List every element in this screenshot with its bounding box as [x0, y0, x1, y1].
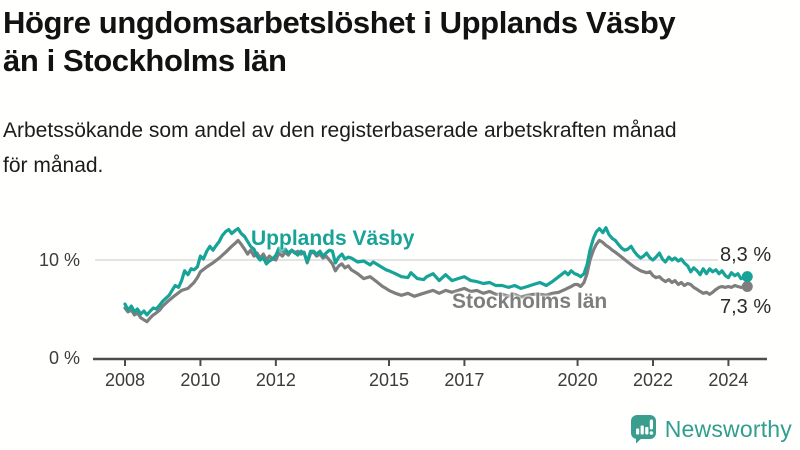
series-line-stockholms-l-n	[123, 238, 749, 324]
newsworthy-wordmark: Newsworthy	[664, 415, 792, 442]
x-axis-ticks: 2008 2010 2012 2015 2017 2020 2022 2024	[105, 359, 748, 390]
x-tick-label: 2024	[708, 370, 748, 390]
series-lines	[123, 226, 753, 324]
y-tick-label: 0 %	[49, 348, 80, 368]
chart-title-line1: Högre ungdomsarbetslöshet i Upplands Väs…	[3, 5, 676, 40]
line-chart: 2008 2010 2012 2015 2017 2020 2022 2024 10 % 0 %	[39, 226, 775, 390]
series-end-dot-stockholms-l-n	[741, 280, 753, 292]
newsworthy-logo[interactable]: Newsworthy	[630, 414, 792, 444]
series-line-upplands-v-sby	[123, 226, 749, 317]
chart-subtitle: Arbetssökande som andel av den registerb…	[3, 113, 783, 183]
end-value-stockholms-lan: 7,3 %	[718, 295, 784, 320]
bar-chart-speech-bubble-icon	[630, 415, 656, 444]
x-tick-label: 2020	[558, 370, 598, 390]
y-tick-label: 10 %	[39, 250, 80, 270]
end-value-upplands-vasby: 8,3 %	[718, 243, 784, 268]
x-tick-label: 2008	[105, 370, 145, 390]
y-axis-labels: 10 % 0 %	[39, 250, 80, 368]
chart-subtitle-line1: Arbetssökande som andel av den registerb…	[3, 119, 677, 142]
x-tick-label: 2010	[180, 370, 220, 390]
x-tick-label: 2017	[444, 370, 484, 390]
x-tick-label: 2015	[369, 370, 409, 390]
chart-title-line2: än i Stockholms län	[3, 43, 287, 78]
x-tick-label: 2022	[633, 370, 673, 390]
series-label-upplands-vasby: Upplands Väsby	[251, 227, 415, 250]
series-label-stockholms-lan: Stockholms län	[452, 290, 608, 313]
chart-title: Högre ungdomsarbetslöshet i Upplands Väs…	[3, 4, 797, 80]
x-tick-label: 2012	[256, 370, 296, 390]
series-end-dot-upplands-v-sby	[741, 271, 753, 283]
chart-subtitle-line2: för månad.	[3, 154, 104, 177]
